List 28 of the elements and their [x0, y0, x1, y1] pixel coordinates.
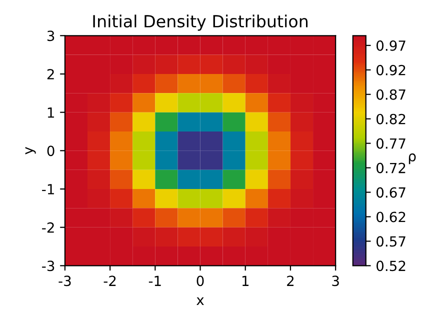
y-tick-label: -3	[42, 260, 54, 272]
x-tick-label: 3	[332, 276, 339, 286]
color-bar-label: 0.57	[376, 236, 406, 247]
y-tick-label: 1	[48, 107, 54, 118]
x-tick-label: 0	[196, 276, 204, 286]
color-bar-label: 0.82	[376, 114, 406, 124]
color-bar-label: 0.87	[376, 89, 406, 100]
color-bar-label: 0.72	[376, 162, 406, 174]
x-tick-label: -1	[148, 276, 161, 286]
y-axis-title: y	[25, 146, 36, 154]
y-tick-label: 0	[47, 146, 54, 156]
x-tick-label: -3	[58, 276, 71, 286]
x-tick-label: 1	[242, 276, 249, 286]
x-tick-label: -2	[104, 276, 116, 286]
y-tick-label: 2	[47, 68, 54, 80]
color-bar-label: 0.52	[376, 260, 406, 272]
x-axis-title: x	[196, 297, 204, 305]
color-bar-label: 0.92	[376, 64, 406, 76]
x-tick-label: 2	[287, 276, 294, 286]
y-tick-label: 3	[47, 30, 54, 42]
chart-title: Initial Density Distribution	[93, 14, 308, 31]
y-tick-label: -2	[42, 222, 54, 233]
color-bar-label: 0.67	[376, 187, 406, 198]
color-bar-label: 0.77	[376, 138, 406, 149]
y-tick-label: -1	[42, 184, 54, 194]
color-bar-label: 0.62	[376, 212, 406, 222]
color-bar-title: ρ	[408, 153, 416, 164]
color-bar-label: 0.97	[376, 40, 406, 51]
